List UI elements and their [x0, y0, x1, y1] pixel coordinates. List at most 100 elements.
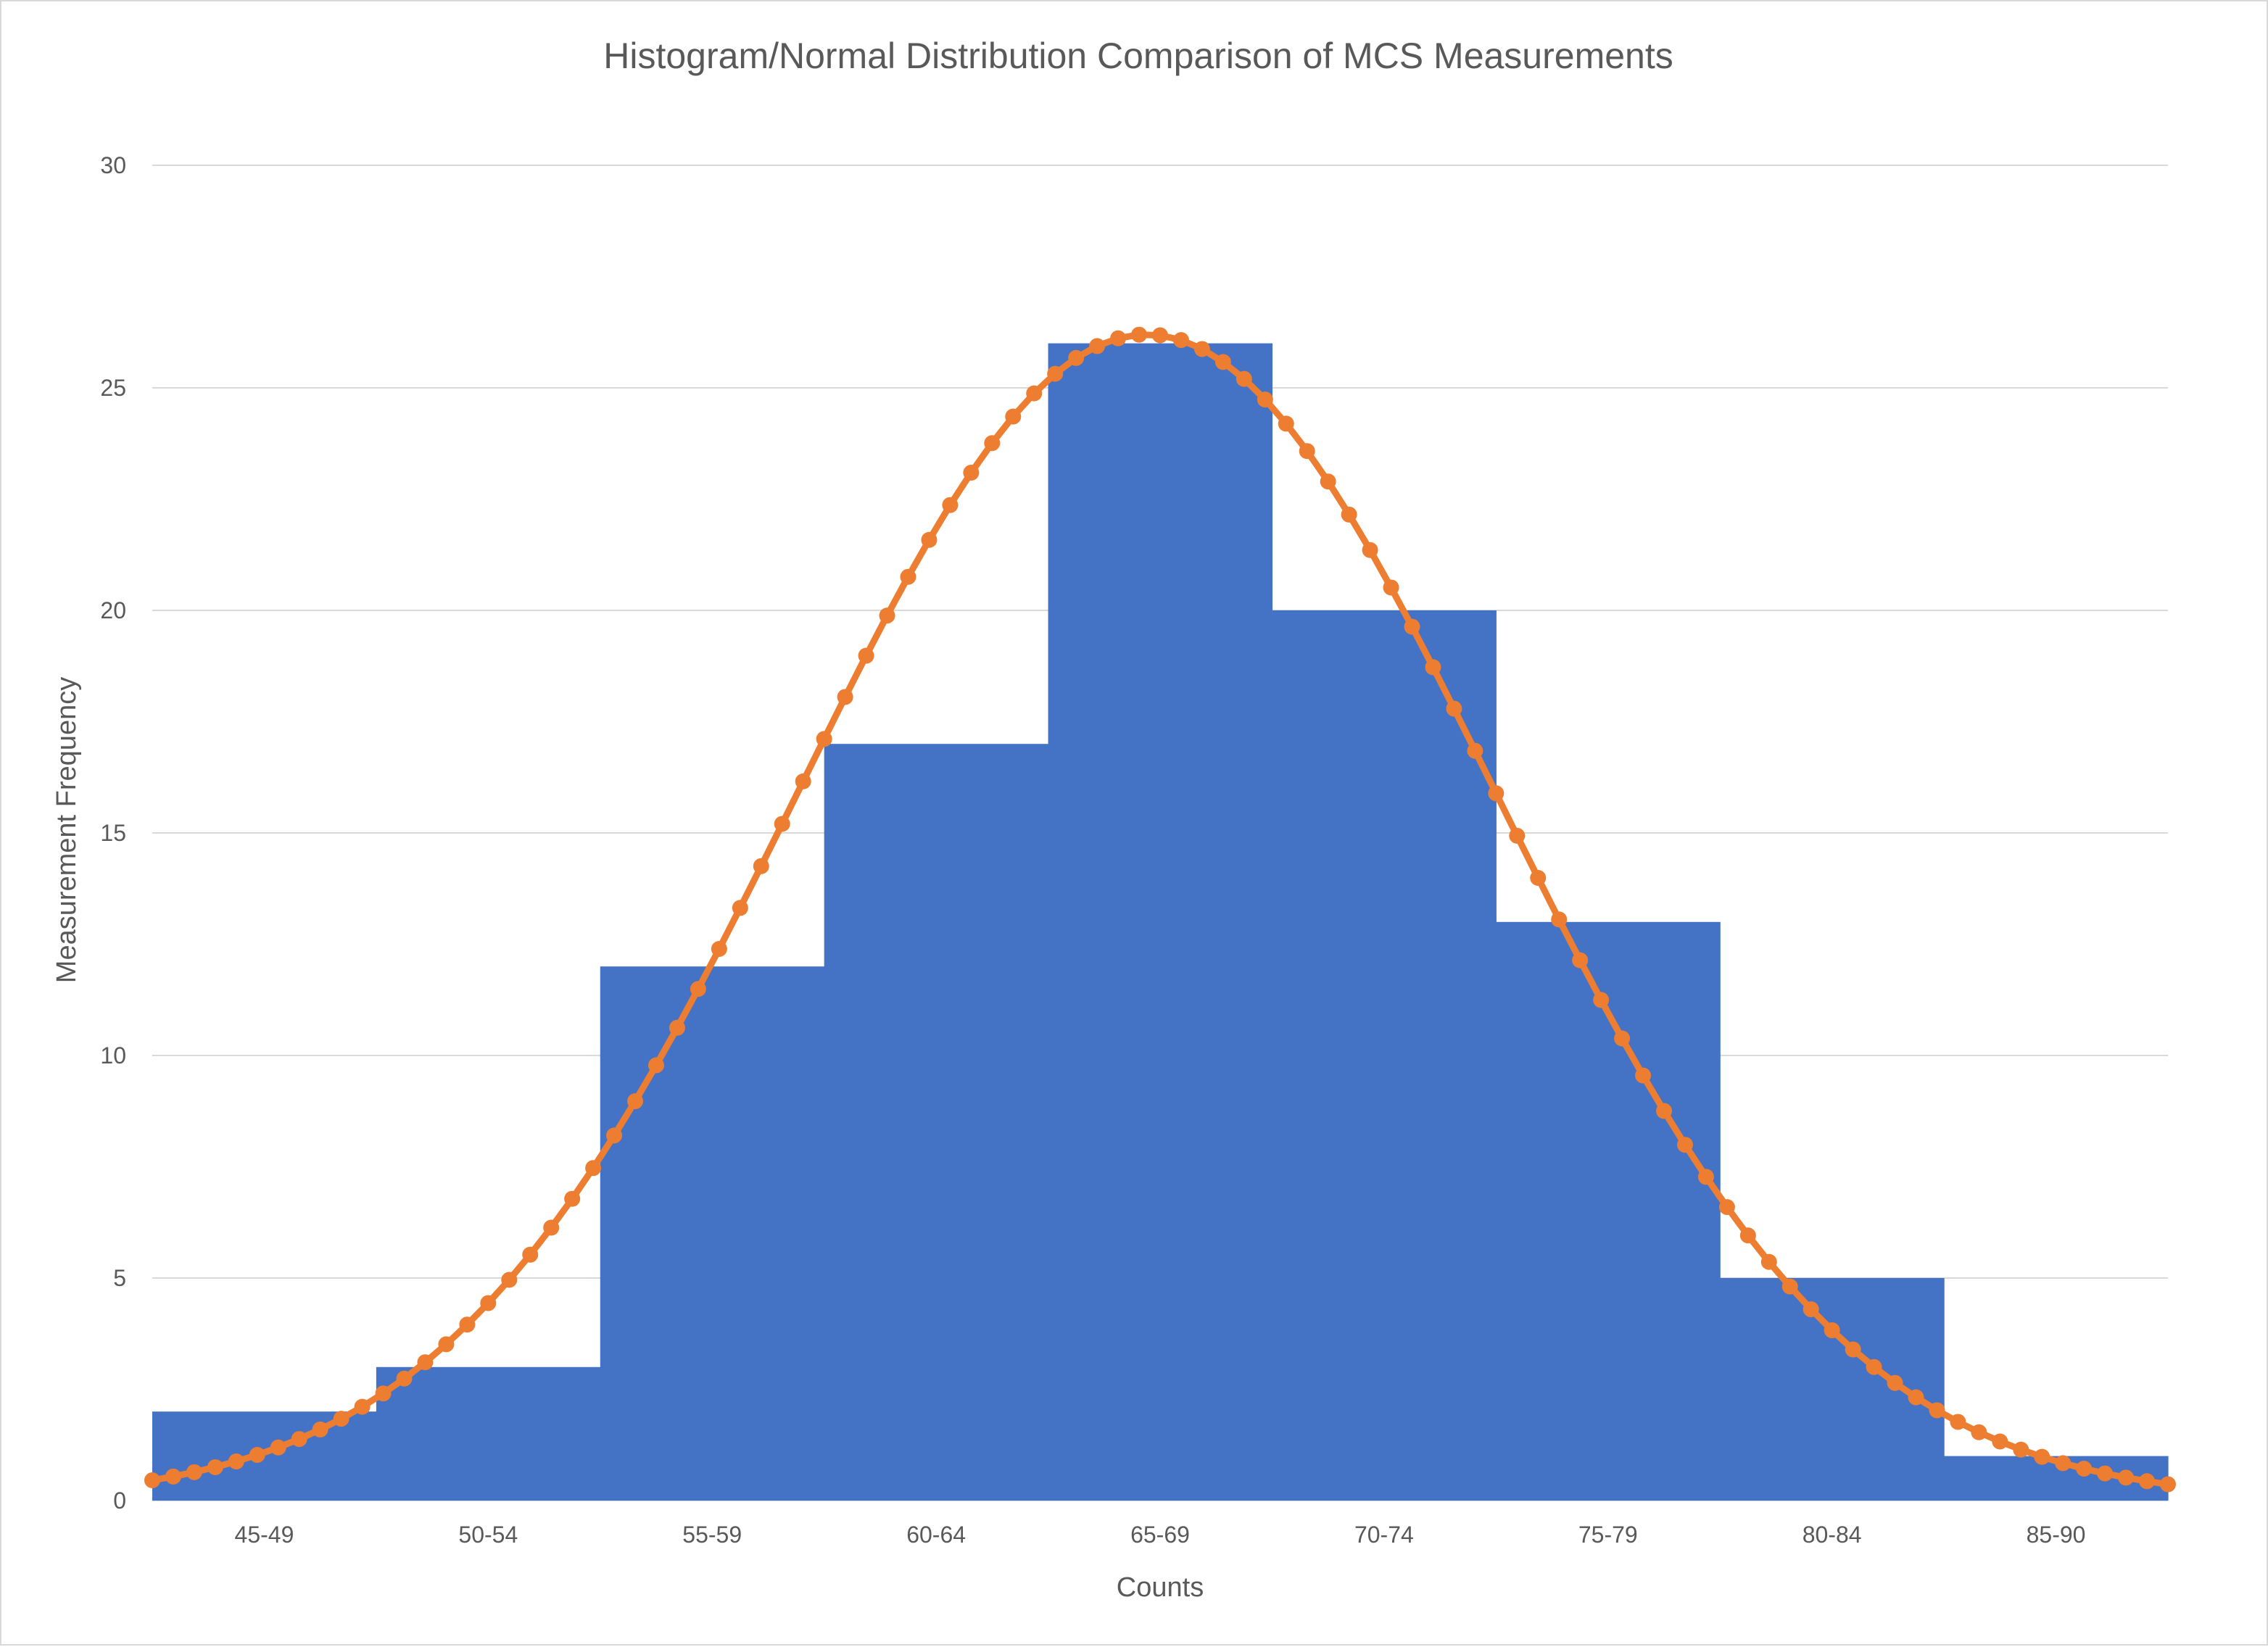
- normal-curve-point: [732, 900, 748, 916]
- bar-65-69: [1048, 343, 1273, 1501]
- normal-curve-point: [1068, 349, 1085, 366]
- normal-curve-point: [669, 1019, 685, 1036]
- normal-curve-point: [564, 1190, 581, 1207]
- x-tick-label: 85-90: [2027, 1522, 2086, 1548]
- normal-curve-point: [1152, 327, 1168, 344]
- normal-curve-point: [291, 1431, 307, 1448]
- x-tick-label: 70-74: [1354, 1522, 1414, 1548]
- normal-curve-point: [249, 1447, 265, 1464]
- bar-70-74: [1272, 610, 1497, 1501]
- normal-curve-point: [522, 1246, 539, 1263]
- normal-curve-point: [1383, 579, 1399, 596]
- normal-curve-point: [1718, 1199, 1735, 1216]
- bar-55-59: [600, 966, 825, 1501]
- normal-curve-point: [1047, 365, 1064, 382]
- normal-curve-point: [1488, 785, 1505, 802]
- normal-curve-point: [1887, 1374, 1903, 1391]
- y-tick-label: 10: [100, 1042, 126, 1069]
- normal-curve-point: [396, 1370, 413, 1387]
- normal-curve-point: [417, 1354, 434, 1371]
- normal-curve-point: [984, 435, 1001, 452]
- x-tick-label: 45-49: [235, 1522, 294, 1548]
- normal-curve-point: [879, 607, 895, 624]
- normal-curve-point: [711, 941, 727, 958]
- normal-curve-point: [1676, 1137, 1693, 1153]
- normal-curve-point: [1929, 1402, 1945, 1419]
- normal-curve-point: [1236, 370, 1252, 387]
- normal-curve-point: [2076, 1460, 2093, 1477]
- normal-curve-point: [2013, 1441, 2029, 1458]
- normal-curve-point: [1320, 473, 1336, 490]
- normal-curve-point: [627, 1093, 644, 1110]
- x-axis-title: Counts: [1117, 1572, 1204, 1603]
- y-tick-label: 30: [100, 152, 126, 178]
- normal-curve-point: [207, 1459, 223, 1475]
- normal-curve-point: [228, 1453, 244, 1470]
- normal-curve-point: [1425, 659, 1441, 676]
- normal-curve-point: [2097, 1465, 2114, 1482]
- normal-curve-point: [2034, 1448, 2050, 1465]
- normal-curve-point: [1614, 1030, 1631, 1047]
- normal-curve-point: [333, 1411, 349, 1427]
- normal-curve-point: [312, 1421, 328, 1438]
- normal-curve-point: [858, 647, 874, 664]
- normal-curve: [144, 326, 2176, 1493]
- bar-60-64: [824, 744, 1049, 1501]
- y-axis-title: Measurement Frequency: [51, 677, 82, 983]
- normal-curve-point: [1739, 1227, 1756, 1244]
- y-tick-label: 0: [113, 1488, 126, 1514]
- normal-curve-point: [1257, 391, 1273, 408]
- normal-curve-point: [2139, 1473, 2156, 1490]
- normal-curve-point: [963, 465, 980, 481]
- normal-curve-point: [921, 531, 938, 548]
- normal-curve-point: [837, 689, 853, 705]
- normal-curve-point: [354, 1398, 371, 1415]
- normal-curve-point: [1781, 1278, 1798, 1295]
- bar-50-54: [376, 1366, 601, 1501]
- normal-curve-point: [1446, 700, 1462, 717]
- normal-curve-point: [459, 1316, 476, 1333]
- normal-curve-point: [1005, 408, 1022, 425]
- normal-curve-point: [1908, 1389, 1924, 1406]
- normal-curve-point: [543, 1219, 560, 1236]
- normal-curve-point: [774, 816, 790, 832]
- normal-curve-point: [1193, 341, 1210, 357]
- normal-curve-point: [501, 1271, 518, 1288]
- normal-curve-point: [1845, 1341, 1861, 1358]
- normal-curve-point: [1572, 952, 1589, 968]
- x-tick-label: 50-54: [458, 1522, 518, 1548]
- normal-curve-point: [1950, 1414, 1966, 1430]
- normal-curve-point: [375, 1385, 392, 1402]
- normal-curve-point: [186, 1464, 202, 1480]
- normal-curve-point: [585, 1160, 602, 1177]
- normal-curve-point: [1530, 870, 1547, 887]
- x-tick-label: 55-59: [682, 1522, 742, 1548]
- normal-curve-point: [1404, 618, 1420, 635]
- normal-curve-point: [1697, 1169, 1714, 1185]
- bar-80-84: [1720, 1278, 1945, 1501]
- y-tick-label: 20: [100, 597, 126, 623]
- y-tick-label: 15: [100, 820, 126, 846]
- normal-curve-point: [1656, 1103, 1672, 1119]
- normal-curve-point: [2118, 1469, 2135, 1486]
- normal-curve-point: [1341, 506, 1357, 523]
- normal-curve-point: [1992, 1433, 2008, 1450]
- normal-curve-point: [144, 1472, 160, 1488]
- normal-curve-point: [1362, 542, 1378, 558]
- normal-curve-point: [2055, 1455, 2072, 1472]
- normal-curve-point: [1866, 1358, 1882, 1375]
- normal-curve-point: [1131, 326, 1148, 343]
- normal-curve-point: [438, 1336, 455, 1353]
- normal-curve-point: [165, 1468, 181, 1485]
- chart-title: Histogram/Normal Distribution Comparison…: [603, 36, 1673, 76]
- normal-curve-point: [270, 1439, 286, 1456]
- y-tick-label: 5: [113, 1265, 126, 1291]
- normal-curve-point: [1824, 1322, 1840, 1339]
- normal-curve-point: [942, 497, 959, 513]
- histogram-bars: [152, 343, 2169, 1501]
- normal-curve-point: [1278, 415, 1294, 432]
- normal-curve-point: [480, 1295, 497, 1311]
- normal-curve-point: [1089, 338, 1106, 354]
- normal-curve-point: [900, 568, 916, 585]
- normal-curve-point: [753, 858, 769, 874]
